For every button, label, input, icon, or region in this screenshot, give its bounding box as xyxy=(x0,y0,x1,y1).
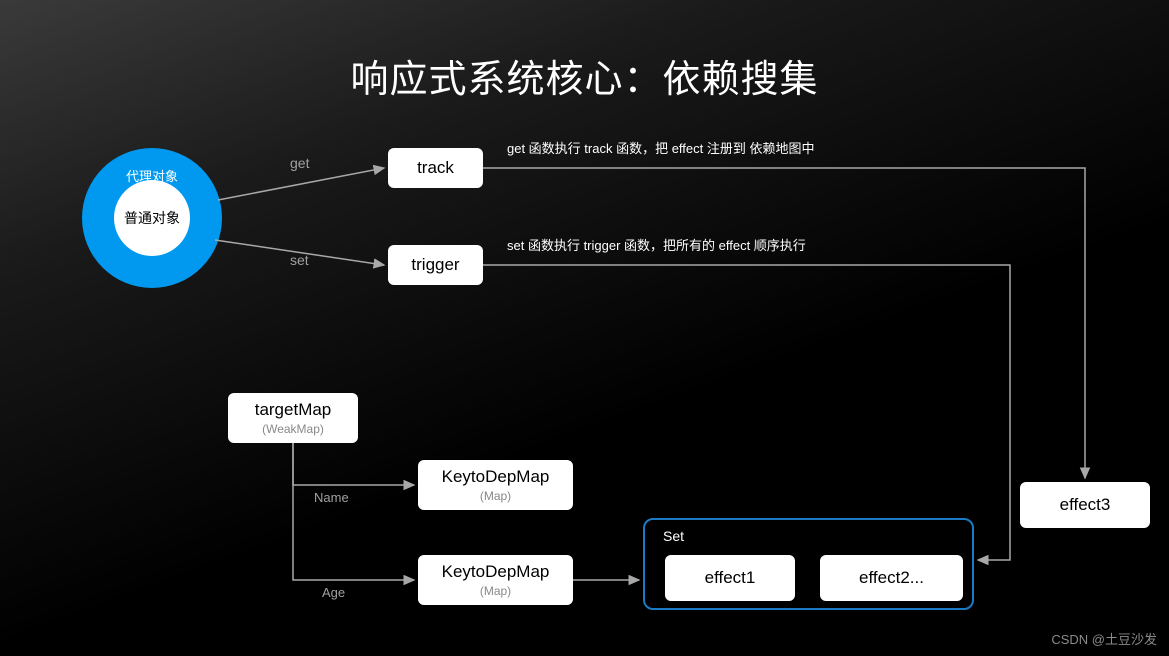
proxy-outer-label: 代理对象 xyxy=(126,166,178,185)
name-label: Name xyxy=(314,490,349,505)
targetmap-label: targetMap xyxy=(255,400,332,420)
effect2-label: effect2... xyxy=(859,568,924,588)
proxy-object-diagram: 代理对象 普通对象 xyxy=(82,148,222,288)
effect1-label: effect1 xyxy=(705,568,756,588)
age-label: Age xyxy=(322,585,345,600)
effect3-label: effect3 xyxy=(1060,495,1111,515)
track-label: track xyxy=(417,158,454,178)
track-description: get 函数执行 track 函数，把 effect 注册到 依赖地图中 xyxy=(507,138,814,157)
set-label: set xyxy=(290,252,309,268)
effect1-node: effect1 xyxy=(665,555,795,601)
trigger-description: set 函数执行 trigger 函数，把所有的 effect 顺序执行 xyxy=(507,235,806,254)
track-node: track xyxy=(388,148,483,188)
keytodepmap-sub-1: (Map) xyxy=(480,489,511,503)
keytodepmap-label-2: KeytoDepMap xyxy=(442,562,550,582)
page-title: 响应式系统核心：依赖搜集 xyxy=(0,48,1169,103)
targetmap-node: targetMap (WeakMap) xyxy=(228,393,358,443)
keytodepmap-label-1: KeytoDepMap xyxy=(442,467,550,487)
proxy-inner-label: 普通对象 xyxy=(114,180,190,256)
trigger-node: trigger xyxy=(388,245,483,285)
targetmap-sub: (WeakMap) xyxy=(262,422,324,436)
effect3-node: effect3 xyxy=(1020,482,1150,528)
keytodepmap-sub-2: (Map) xyxy=(480,584,511,598)
keytodepmap-node-1: KeytoDepMap (Map) xyxy=(418,460,573,510)
set-label: Set xyxy=(663,528,684,544)
watermark: CSDN @土豆沙发 xyxy=(1051,629,1157,648)
trigger-label: trigger xyxy=(411,255,459,275)
keytodepmap-node-2: KeytoDepMap (Map) xyxy=(418,555,573,605)
get-label: get xyxy=(290,155,309,171)
effect2-node: effect2... xyxy=(820,555,963,601)
